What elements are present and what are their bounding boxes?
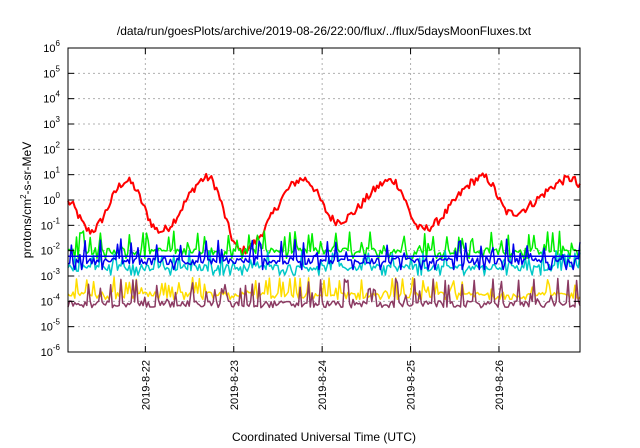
x-tick-label: 2019-8-23 [229, 360, 241, 410]
y-tick-label: 103 [43, 115, 60, 131]
y-tick-label: 10-1 [41, 216, 61, 232]
y-tick-label: 10-6 [41, 343, 61, 359]
y-tick-label: 101 [43, 166, 60, 182]
y-axis-label-base: protons/cm [20, 199, 34, 258]
x-tick-label: 2019-8-24 [317, 360, 329, 410]
y-tick-label: 105 [43, 64, 60, 80]
x-tick-label: 2019-8-25 [406, 360, 418, 410]
y-tick-label: 10-2 [41, 242, 61, 258]
y-tick-label: 10-5 [41, 318, 61, 334]
y-tick-label: 102 [43, 140, 60, 156]
x-tick-label: 2019-8-22 [140, 360, 152, 410]
x-axis: 2019-8-22 2019-8-23 2019-8-24 2019-8-25 2019… [140, 48, 506, 410]
y-axis: 10-6 10-5 10-4 10-3 10-2 10-1 100 101 102 103 104 1… [41, 39, 580, 359]
x-tick-label: 2019-8-26 [494, 360, 506, 410]
series-line-3 [67, 249, 581, 276]
y-tick-label: 106 [43, 39, 60, 55]
series-line-4 [67, 238, 581, 271]
x-axis-label: Coordinated Universal Time (UTC) [232, 430, 416, 444]
series-line-2 [67, 230, 581, 260]
series-line-6 [67, 277, 581, 309]
y-axis-label-exp: 2 [19, 194, 28, 199]
y-tick-label: 10-4 [41, 292, 61, 308]
y-tick-label: 104 [43, 90, 60, 106]
y-axis-label-rest: -s-sr-MeV [20, 142, 34, 195]
y-axis-label: protons/cm2-s-sr-MeV [19, 142, 34, 258]
y-tick-label: 10-3 [41, 267, 61, 283]
series-line-1 [67, 172, 581, 256]
series-layer [67, 172, 581, 309]
chart-title: /data/run/goesPlots/archive/2019-08-26/2… [117, 24, 532, 38]
y-tick-label: 100 [43, 191, 60, 207]
